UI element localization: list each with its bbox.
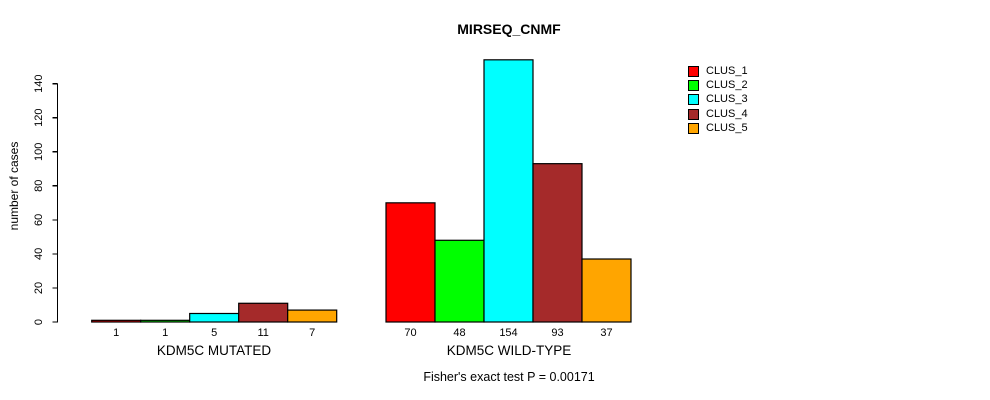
legend-label: CLUS_4 bbox=[706, 107, 748, 120]
legend-entry: CLUS_4 bbox=[688, 107, 748, 121]
legend-entry: CLUS_1 bbox=[688, 64, 748, 78]
bar-clus_2-group1 bbox=[140, 319, 191, 323]
bar-value-label: 5 bbox=[211, 327, 217, 339]
x-group-label-wildtype: KDM5C WILD-TYPE bbox=[446, 343, 572, 358]
legend-label: CLUS_5 bbox=[706, 121, 748, 134]
y-tick-label: 0 bbox=[33, 319, 45, 325]
bar-clus_3-group2 bbox=[483, 59, 534, 323]
chart-title: MIRSEQ_CNMF bbox=[457, 21, 561, 37]
bar-value-label: 93 bbox=[551, 327, 563, 339]
legend-swatch-clus1 bbox=[688, 65, 699, 77]
y-tick-label: 80 bbox=[33, 180, 45, 192]
y-tick-label: 100 bbox=[33, 143, 45, 161]
bar-value-label: 37 bbox=[600, 327, 612, 339]
bar-value-label: 70 bbox=[404, 327, 416, 339]
legend-entry: CLUS_3 bbox=[688, 93, 748, 107]
legend-entry: CLUS_2 bbox=[688, 78, 748, 92]
bar-value-label: 1 bbox=[113, 327, 119, 339]
legend-entry: CLUS_5 bbox=[688, 121, 748, 135]
bar-clus_2-group2 bbox=[434, 239, 485, 323]
legend: CLUS_1 CLUS_2 CLUS_3 CLUS_4 CLUS_5 bbox=[688, 64, 748, 135]
bar-value-label: 154 bbox=[499, 327, 517, 339]
legend-swatch-clus5 bbox=[688, 122, 699, 134]
x-group-label-mutated: KDM5C MUTATED bbox=[156, 343, 272, 358]
bar-clus_3-group1 bbox=[189, 312, 240, 323]
bar-value-label: 48 bbox=[453, 327, 465, 339]
y-tick-label: 140 bbox=[33, 74, 45, 92]
bar-value-label: 11 bbox=[257, 327, 268, 339]
legend-swatch-clus2 bbox=[688, 79, 699, 91]
bar-value-label: 1 bbox=[162, 327, 168, 339]
bar-clus_5-group2 bbox=[581, 258, 632, 323]
bar-clus_4-group2 bbox=[532, 163, 583, 323]
bar-value-label: 7 bbox=[309, 327, 315, 339]
fisher-test-annotation: Fisher's exact test P = 0.00171 bbox=[423, 370, 595, 384]
y-tick-label: 20 bbox=[33, 282, 45, 294]
legend-swatch-clus4 bbox=[688, 108, 699, 120]
y-tick-label: 60 bbox=[33, 214, 45, 226]
bar-clus_5-group1 bbox=[287, 309, 338, 323]
legend-label: CLUS_3 bbox=[706, 93, 748, 106]
y-tick-label: 120 bbox=[33, 109, 45, 127]
bar-clus_1-group1 bbox=[91, 319, 142, 323]
y-tick-label: 40 bbox=[33, 248, 45, 260]
legend-label: CLUS_1 bbox=[706, 64, 748, 77]
legend-swatch-clus3 bbox=[688, 94, 699, 106]
bar-clus_1-group2 bbox=[385, 202, 436, 323]
legend-label: CLUS_2 bbox=[706, 78, 748, 91]
bar-clus_4-group1 bbox=[238, 302, 289, 323]
